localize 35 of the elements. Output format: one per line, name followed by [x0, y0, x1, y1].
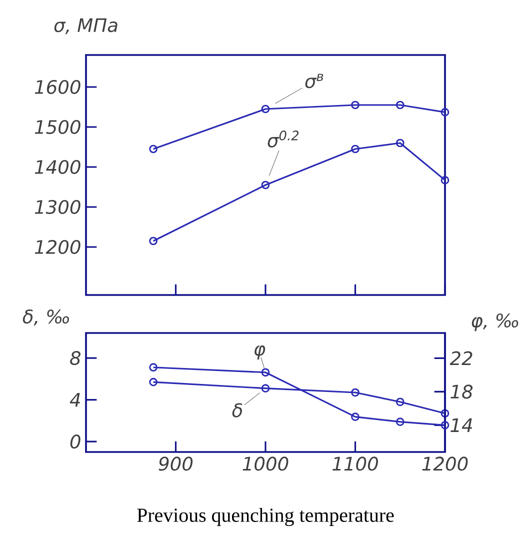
y-tick-label: 1200: [34, 240, 80, 254]
point: [396, 418, 404, 426]
point: [396, 138, 404, 148]
series-label: φ: [254, 345, 266, 360]
y-axis-title: δ, ‰: [22, 310, 69, 326]
y-tick-label: 0: [70, 434, 80, 449]
y2-tick-label: 14: [450, 418, 472, 432]
y2-tick-label: 18: [450, 384, 473, 399]
point: [396, 100, 404, 110]
y-tick-label: 1400: [34, 160, 80, 174]
y-tick-label: 1300: [34, 200, 80, 214]
x-tick-label: 1200: [422, 456, 468, 471]
x-tick-label: 1000: [242, 456, 288, 471]
point: [261, 180, 270, 190]
point: [351, 388, 360, 397]
point: [351, 412, 360, 421]
y-tick-label: 1500: [34, 120, 80, 134]
point: [396, 398, 404, 406]
y-tick-label: 4: [70, 393, 80, 407]
point: [261, 368, 270, 377]
y2-tick-label: 22: [450, 351, 472, 366]
x-tick-label: 900: [158, 456, 193, 471]
series-label: σ$^{в}$: [305, 74, 324, 88]
series-label: σ$^{0.2}$: [268, 130, 299, 148]
y-axis-title: σ, МПа: [54, 18, 118, 34]
point: [261, 384, 270, 393]
y-tick-label: 8: [70, 351, 80, 366]
y-tick-label: 1600: [34, 80, 80, 94]
point: [261, 104, 270, 114]
series-label: δ: [232, 403, 242, 418]
point: [351, 144, 360, 154]
y2-axis-title: φ, ‰: [472, 313, 518, 332]
x-tick-label: 1100: [332, 456, 378, 471]
x-axis-title: Previous quenching temperature: [137, 508, 394, 526]
point: [351, 100, 360, 110]
